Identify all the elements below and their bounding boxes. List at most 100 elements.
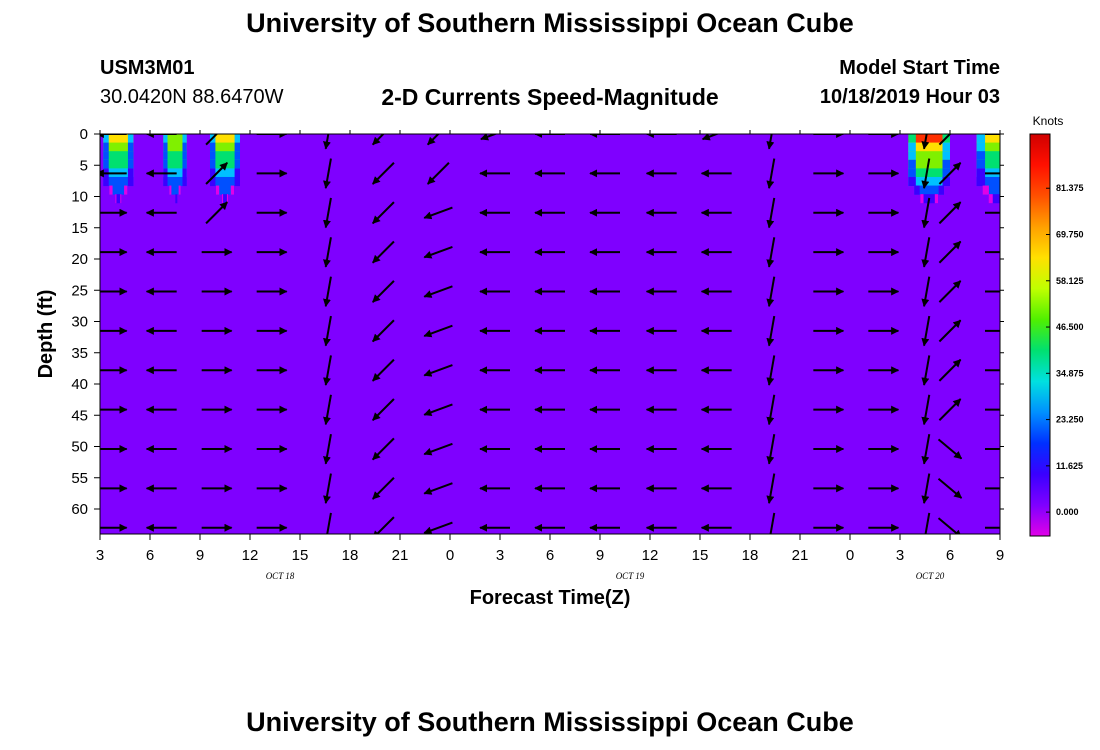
current-vector	[924, 512, 931, 534]
x-tick-label: 3	[96, 547, 104, 564]
colorbar-tick-label: 34.875	[1056, 368, 1084, 378]
x-tick-label: 6	[546, 547, 554, 564]
current-vector	[372, 162, 395, 185]
current-vector	[921, 237, 931, 268]
current-vector	[766, 237, 776, 268]
y-tick-label: 45	[71, 407, 88, 424]
y-tick-label: 60	[71, 501, 88, 518]
current-vector	[205, 134, 219, 146]
current-vector	[938, 201, 962, 225]
current-vectors	[100, 134, 1000, 534]
current-vector	[921, 276, 931, 308]
current-vector	[766, 276, 776, 308]
current-vector	[323, 158, 332, 189]
current-vector	[323, 473, 332, 504]
x-tick-label: 12	[642, 547, 659, 564]
current-vector	[423, 403, 453, 417]
y-tick-label: 20	[71, 251, 88, 268]
current-vector	[323, 197, 332, 229]
x-tick-label: 15	[292, 547, 309, 564]
current-vector	[423, 442, 453, 456]
colorbar-tick-label: 46.500	[1056, 322, 1084, 332]
y-tick-label: 35	[71, 345, 88, 362]
model-start-label: Model Start Time	[839, 57, 1000, 79]
station-coordinates: 30.0420N 88.6470W	[100, 86, 284, 108]
current-vector	[701, 134, 720, 141]
y-axis-label: Depth (ft)	[35, 290, 57, 379]
colorbar: Knots 0.000 11.625 23.250 34.875 46.500 58.12…	[1029, 114, 1084, 537]
x-tick-label: 21	[792, 547, 809, 564]
current-vector	[372, 280, 395, 303]
colorbar-tick-label: 23.250	[1056, 415, 1084, 425]
date-label: OCT 18	[266, 571, 295, 581]
y-tick-label: 30	[71, 314, 88, 331]
current-vector	[372, 201, 395, 225]
current-vector	[423, 324, 453, 338]
current-vector	[937, 517, 963, 534]
current-vector	[372, 319, 395, 343]
y-tick-label: 50	[71, 439, 88, 456]
current-vector	[372, 398, 395, 421]
current-vector	[921, 473, 931, 504]
x-tick-label: 6	[946, 547, 954, 564]
current-vector	[921, 315, 931, 347]
current-vector	[937, 477, 963, 499]
current-vector	[766, 158, 776, 189]
current-vector	[372, 358, 395, 382]
y-tick-label: 25	[71, 282, 88, 299]
current-vector	[427, 162, 450, 185]
current-vector	[323, 237, 332, 268]
x-tick-label: 21	[392, 547, 409, 564]
current-vector	[205, 201, 228, 225]
current-vector	[372, 437, 395, 461]
current-vector	[372, 516, 395, 534]
current-vector	[372, 134, 385, 146]
date-label: OCT 20	[916, 571, 945, 581]
colorbar-tick-label: 81.375	[1056, 183, 1084, 193]
station-id: USM3M01	[100, 57, 195, 79]
current-vector	[766, 394, 776, 426]
model-start-value: 10/18/2019 Hour 03	[819, 86, 1000, 108]
current-vector	[921, 355, 931, 386]
colorbar-tick-label: 58.125	[1056, 276, 1084, 286]
current-vector	[766, 355, 776, 386]
speed-hotspot	[908, 134, 950, 204]
current-vector	[423, 521, 453, 534]
current-vector	[921, 394, 931, 426]
current-vector	[938, 280, 962, 303]
current-vector	[769, 512, 776, 534]
date-label: OCT 19	[616, 571, 645, 581]
colorbar-units: Knots	[1033, 114, 1064, 128]
current-vector	[323, 355, 332, 386]
x-axis: 3 6 9 12 15 18 21 0 3 6 9 12 15 18 21 0 3 6 9 OCT 18 OCT 19 O…	[96, 130, 1004, 581]
current-vector	[766, 434, 776, 465]
current-vector	[427, 134, 440, 146]
current-vector	[323, 276, 332, 308]
current-vector	[323, 315, 332, 347]
current-vector	[423, 482, 453, 495]
x-tick-label: 0	[446, 547, 454, 564]
current-vector	[921, 434, 931, 465]
x-axis-label: Forecast Time(Z)	[470, 587, 631, 609]
x-tick-label: 9	[996, 547, 1004, 564]
footer-title: University of Southern Mississippi Ocean…	[246, 707, 854, 737]
y-tick-label: 5	[80, 157, 88, 174]
plot-background	[100, 134, 1000, 534]
y-tick-label: 55	[71, 470, 88, 487]
x-tick-label: 9	[196, 547, 204, 564]
current-vector	[921, 197, 931, 229]
current-vector	[323, 134, 331, 150]
x-tick-label: 6	[146, 547, 154, 564]
current-vector	[938, 134, 952, 146]
x-tick-label: 18	[342, 547, 359, 564]
current-vector	[423, 364, 453, 377]
colorbar-ramp	[1029, 133, 1051, 537]
colorbar-tick-label: 0.000	[1056, 507, 1079, 517]
current-vector	[423, 246, 453, 259]
x-tick-label: 3	[896, 547, 904, 564]
x-tick-label: 0	[846, 547, 854, 564]
current-vector	[937, 438, 963, 460]
current-vector	[423, 285, 453, 298]
current-vector	[938, 162, 962, 185]
